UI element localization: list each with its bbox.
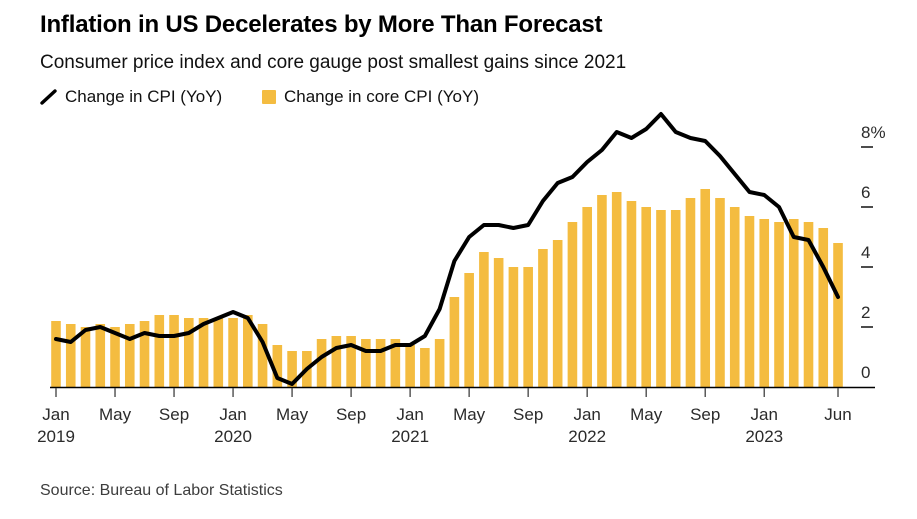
core-cpi-bar [420, 348, 430, 387]
core-cpi-bar [744, 216, 755, 387]
x-tick-year-label: 2023 [745, 427, 783, 446]
x-tick-year-label: 2021 [391, 427, 429, 446]
core-cpi-bar [51, 321, 61, 387]
y-tick-label: 0 [861, 363, 870, 382]
core-cpi-bar [803, 222, 814, 387]
core-cpi-bar [434, 339, 445, 387]
x-tick-label: Jan [751, 405, 778, 424]
page-subtitle: Consumer price index and core gauge post… [40, 52, 627, 73]
x-tick-label: May [99, 405, 132, 424]
core-cpi-bar [464, 273, 474, 387]
y-tick-label: 6 [861, 183, 870, 202]
core-cpi-bar [346, 336, 356, 387]
core-cpi-bar [95, 324, 106, 387]
core-cpi-bar [626, 201, 637, 387]
line-series-slash-icon [40, 89, 57, 105]
core-cpi-bar [65, 324, 76, 387]
cpi-line [54, 112, 841, 386]
core-cpi-bar [361, 339, 371, 387]
core-cpi-bar [169, 315, 179, 387]
core-cpi-bar [582, 207, 592, 387]
core-cpi-bar [154, 315, 165, 387]
core-cpi-bar [184, 318, 194, 387]
core-cpi-bar [729, 207, 740, 387]
core-cpi-bar [523, 267, 533, 387]
core-cpi-bar [611, 192, 622, 387]
core-cpi-bar [272, 345, 283, 387]
core-cpi-bar [198, 318, 209, 387]
core-cpi-bar [124, 324, 135, 387]
y-tick-label: 2 [861, 303, 870, 322]
core-cpi-bar [331, 336, 342, 387]
core-cpi-bar [139, 321, 150, 387]
x-tick-year-label: 2020 [214, 427, 252, 446]
core-cpi-bar [715, 198, 725, 387]
core-cpi-bar [316, 339, 327, 387]
core-cpi-bar [685, 198, 696, 387]
core-cpi-bar [375, 339, 386, 387]
core-cpi-bar [493, 258, 504, 387]
x-tick-label: May [276, 405, 309, 424]
x-tick-year-label: 2022 [568, 427, 606, 446]
core-cpi-bar [479, 252, 489, 387]
x-tick-label: May [453, 405, 486, 424]
x-tick-label: Sep [513, 405, 543, 424]
x-tick-label: Jan [573, 405, 600, 424]
core-cpi-bar [774, 222, 784, 387]
legend-label-core-cpi: Change in core CPI (YoY) [284, 87, 479, 106]
core-cpi-bar [670, 210, 681, 387]
legend-item-core-cpi: Change in core CPI (YoY) [262, 87, 479, 107]
x-tick-label: Sep [690, 405, 720, 424]
core-cpi-bar [700, 189, 711, 387]
x-tick-label: Sep [159, 405, 189, 424]
core-cpi-bar [405, 345, 415, 387]
core-cpi-bar [110, 327, 120, 387]
page-title: Inflation in US Decelerates by More Than… [40, 11, 603, 38]
core-cpi-bar [641, 207, 651, 387]
core-cpi-bar [228, 318, 238, 387]
core-cpi-bar [257, 324, 268, 387]
core-cpi-bar [567, 222, 578, 387]
legend-label-cpi: Change in CPI (YoY) [65, 87, 223, 106]
y-tick-label: 4 [861, 243, 870, 262]
core-cpi-bar [759, 219, 770, 387]
core-cpi-bar [390, 339, 401, 387]
y-tick-label: 8% [861, 123, 886, 142]
core-cpi-bar [449, 297, 460, 387]
core-cpi-bar [818, 228, 829, 387]
bar-series-swatch-icon [262, 90, 276, 104]
core-cpi-bar [538, 249, 548, 387]
core-cpi-bar [788, 219, 799, 387]
core-cpi-bar [287, 351, 297, 387]
x-tick-label: Jun [824, 405, 851, 424]
core-cpi-bar [508, 267, 519, 387]
x-tick-label: Jan [396, 405, 423, 424]
x-tick-label: Jan [219, 405, 246, 424]
core-cpi-bar [656, 210, 666, 387]
core-cpi-bar [552, 240, 563, 387]
source-note: Source: Bureau of Labor Statistics [40, 482, 283, 499]
legend-item-cpi: Change in CPI (YoY) [40, 87, 222, 107]
x-tick-year-label: 2019 [37, 427, 75, 446]
core-cpi-bar [80, 327, 91, 387]
core-cpi-bar [833, 243, 843, 387]
core-cpi-bar [213, 318, 224, 387]
x-tick-label: Sep [336, 405, 366, 424]
core-cpi-bar [597, 195, 607, 387]
core-cpi-bar [243, 315, 253, 387]
x-tick-label: May [630, 405, 663, 424]
legend: Change in CPI (YoY) Change in core CPI (… [0, 87, 917, 109]
x-tick-label: Jan [42, 405, 69, 424]
